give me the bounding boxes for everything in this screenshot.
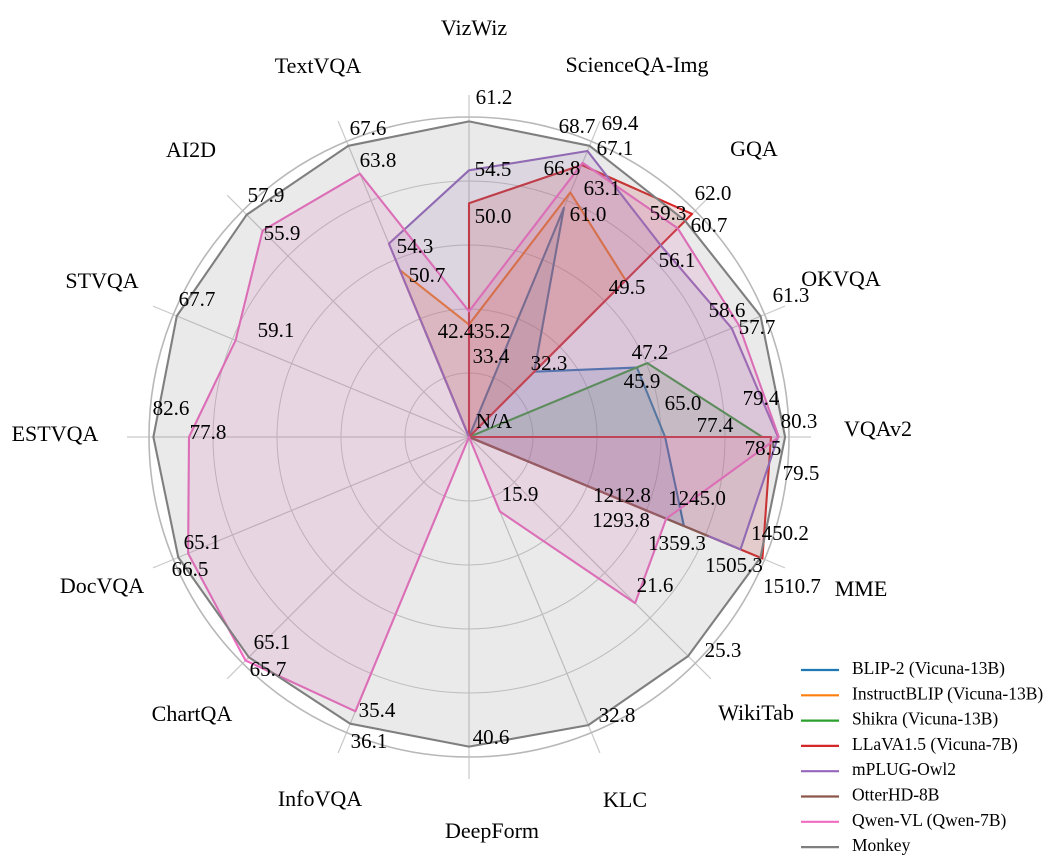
value-label: 15.9 bbox=[502, 482, 539, 506]
value-label: 61.3 bbox=[773, 283, 810, 307]
legend-label-6: OtterHD-8B bbox=[852, 785, 939, 805]
value-label: 54.3 bbox=[397, 234, 434, 258]
value-label: 61.2 bbox=[476, 85, 513, 109]
axis-label-ai2d: AI2D bbox=[166, 137, 216, 162]
legend-label-4: LLaVA1.5 (Vicuna-7B) bbox=[852, 734, 1018, 754]
value-label: 79.5 bbox=[783, 461, 820, 485]
value-label: 58.6 bbox=[709, 298, 746, 322]
value-label: 1359.3 bbox=[648, 531, 706, 555]
value-label: 65.1 bbox=[184, 530, 221, 554]
legend-label-3: Shikra (Vicuna-13B) bbox=[852, 709, 998, 729]
value-label: 69.4 bbox=[602, 111, 639, 135]
value-label: 47.2 bbox=[632, 340, 669, 364]
value-label: 35.2 bbox=[474, 319, 511, 343]
value-label: 55.9 bbox=[264, 221, 301, 245]
grid-spoke bbox=[152, 305, 470, 438]
axis-label-okvqa: OKVQA bbox=[801, 266, 881, 291]
series-monkey bbox=[152, 120, 787, 748]
value-label: 66.5 bbox=[172, 557, 209, 581]
series-otterhd-8b bbox=[467, 435, 709, 537]
value-label: 1450.2 bbox=[751, 521, 809, 545]
value-label: 80.3 bbox=[781, 409, 818, 433]
value-label: 42.4 bbox=[438, 319, 475, 343]
series-qwen-vl-qwen-7b- bbox=[187, 161, 780, 713]
value-label: 82.6 bbox=[153, 396, 190, 420]
value-label: 57.9 bbox=[248, 183, 285, 207]
value-label: 59.3 bbox=[650, 201, 687, 225]
value-label: 21.6 bbox=[637, 573, 674, 597]
value-label: 79.4 bbox=[743, 386, 780, 410]
value-label: 65.7 bbox=[250, 657, 287, 681]
axis-label-mme: MME bbox=[835, 576, 888, 601]
value-label: 49.5 bbox=[609, 275, 646, 299]
legend-label-5: mPLUG-Owl2 bbox=[852, 759, 956, 779]
value-label: 32.8 bbox=[599, 703, 636, 727]
value-label: 78.5 bbox=[745, 436, 782, 460]
value-label: 63.8 bbox=[360, 148, 397, 172]
axis-label-klc: KLC bbox=[603, 787, 647, 812]
legend-label-8: Monkey bbox=[852, 835, 911, 855]
axis-label-docvqa: DocVQA bbox=[60, 573, 144, 598]
value-label: 54.5 bbox=[475, 157, 512, 181]
value-label: 50.0 bbox=[475, 204, 512, 228]
value-label: 77.8 bbox=[190, 420, 227, 444]
axis-label-stvqa: STVQA bbox=[65, 268, 138, 293]
value-label: 66.8 bbox=[544, 156, 581, 180]
axis-label-infovqa: InfoVQA bbox=[278, 786, 362, 811]
outer-circle bbox=[148, 116, 790, 758]
axis-label-deepform: DeepForm bbox=[445, 818, 539, 843]
value-label: 50.7 bbox=[409, 263, 446, 287]
value-label: 1245.0 bbox=[668, 486, 726, 510]
value-label: 65.1 bbox=[254, 630, 291, 654]
value-label: 67.1 bbox=[597, 136, 634, 160]
value-label: 35.4 bbox=[359, 698, 396, 722]
axis-label-wikitab: WikiTab bbox=[718, 700, 794, 725]
value-label: 68.7 bbox=[559, 114, 596, 138]
grid-spoke bbox=[226, 436, 470, 680]
value-label: 60.7 bbox=[691, 213, 728, 237]
value-label: 33.4 bbox=[473, 344, 510, 368]
grid-spoke bbox=[226, 194, 470, 438]
na-label: N/A bbox=[476, 409, 513, 433]
value-label: 1293.8 bbox=[592, 508, 650, 532]
legend-label-7: Qwen-VL (Qwen-7B) bbox=[852, 810, 1007, 830]
axis-label-scienceqa-img: ScienceQA-Img bbox=[566, 52, 709, 77]
value-label: 1212.8 bbox=[593, 483, 651, 507]
value-label: 67.6 bbox=[350, 116, 387, 140]
value-label: 61.0 bbox=[570, 202, 607, 226]
value-label: 1510.7 bbox=[763, 574, 821, 598]
value-label: 62.0 bbox=[695, 181, 732, 205]
axis-label-chartqa: ChartQA bbox=[152, 701, 233, 726]
value-label: 40.6 bbox=[473, 725, 510, 749]
axis-label-gqa: GQA bbox=[730, 136, 778, 161]
value-label: 77.4 bbox=[697, 413, 734, 437]
value-label: 65.0 bbox=[665, 391, 702, 415]
value-label: 56.1 bbox=[659, 248, 696, 272]
axis-label-textvqa: TextVQA bbox=[275, 53, 362, 78]
value-label: 1505.3 bbox=[705, 553, 763, 577]
value-label: 36.1 bbox=[351, 729, 388, 753]
axis-label-vizwiz: VizWiz bbox=[441, 15, 507, 40]
value-label: 63.1 bbox=[584, 176, 621, 200]
axis-label-estvqa: ESTVQA bbox=[12, 421, 99, 446]
grid-spoke bbox=[468, 436, 712, 680]
value-label: 59.1 bbox=[258, 318, 295, 342]
value-label: 45.9 bbox=[624, 369, 661, 393]
legend-label-1: BLIP-2 (Vicuna-13B) bbox=[852, 658, 1005, 678]
legend-label-2: InstructBLIP (Vicuna-13B) bbox=[852, 683, 1043, 703]
grid-spoke bbox=[152, 436, 470, 569]
axis-label-vqav2: VQAv2 bbox=[844, 416, 912, 441]
value-label: 67.7 bbox=[179, 287, 216, 311]
value-label: 25.3 bbox=[705, 638, 742, 662]
value-label: 57.7 bbox=[739, 315, 776, 339]
value-label: 32.3 bbox=[531, 351, 568, 375]
